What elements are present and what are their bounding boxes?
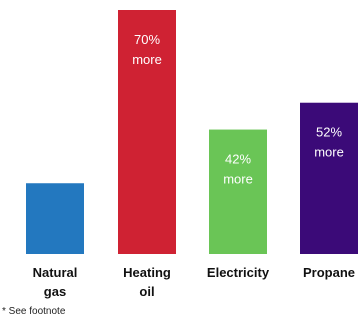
bar-2	[118, 10, 176, 254]
category-labels-group: Natural gas Heating oil Electricity Propane	[33, 265, 355, 299]
data-label-2-line-2: more	[132, 52, 162, 67]
bar-1	[26, 183, 84, 254]
category-label-1-line-2: gas	[44, 284, 66, 299]
data-label-4-line-1: 52%	[316, 125, 342, 140]
data-label-3-line-1: 42%	[225, 152, 251, 167]
bars-group	[26, 10, 358, 254]
category-label-3-line-1: Electricity	[207, 265, 270, 280]
data-label-3-line-2: more	[223, 172, 253, 187]
bar-3	[209, 129, 267, 254]
data-label-4-line-2: more	[314, 145, 344, 160]
category-label-4-line-1: Propane	[303, 265, 355, 280]
category-label-2-line-1: Heating	[123, 265, 171, 280]
bar-4	[300, 102, 358, 254]
data-label-2-line-1: 70%	[134, 32, 160, 47]
category-label-2-line-2: oil	[139, 284, 154, 299]
data-labels-group: 70% more 42% more 52% more	[132, 32, 344, 187]
category-label-1-line-1: Natural	[33, 265, 78, 280]
footnote: * See footnote	[2, 306, 66, 317]
